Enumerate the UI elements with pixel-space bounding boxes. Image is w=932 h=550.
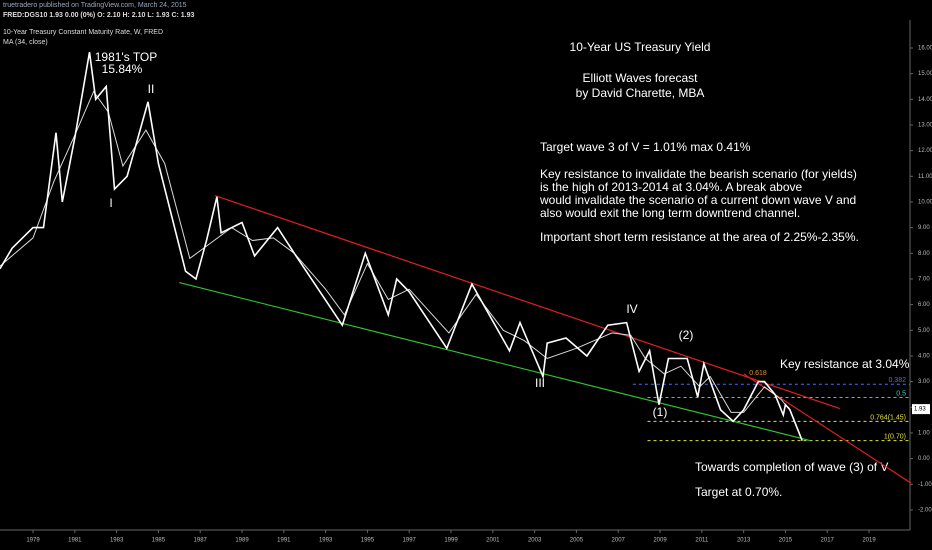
y-tick-label: 7.00 [918, 277, 930, 283]
x-tick-label: 2015 [779, 538, 793, 544]
x-tick-label: 1997 [403, 538, 417, 544]
heading: 10-Year US Treasury Yield [570, 40, 711, 54]
y-tick-label: 13.00 [918, 123, 932, 129]
x-tick-label: 2003 [528, 538, 542, 544]
fib-label: 0.618 [749, 370, 767, 377]
x-tick-label: 1999 [444, 538, 458, 544]
note: Key resistance to invalidate the bearish… [540, 167, 857, 181]
y-tick-label: -1.00 [918, 482, 932, 488]
last-price-box [912, 404, 930, 415]
y-tick-label: -2.00 [918, 508, 932, 514]
note: is the high of 2013-2014 at 3.04%. A bre… [540, 180, 803, 194]
y-tick-label: 14.00 [918, 97, 932, 103]
y-tick-label: 3.00 [918, 379, 930, 385]
note: Towards completion of wave (3) of V [695, 460, 888, 474]
x-tick-label: 2009 [653, 538, 667, 544]
wave-label: (2) [679, 328, 694, 342]
heading: by David Charette, MBA [576, 86, 705, 100]
note: Key resistance at 3.04% [780, 357, 910, 371]
y-tick-label: 8.00 [918, 251, 930, 257]
fib-label: 0.5 [896, 390, 906, 397]
annotation: 1981's TOP [95, 50, 158, 64]
quote: FRED:DGS10 1.93 0.00 (0%) O: 2.10 H: 2.1… [3, 12, 195, 19]
x-tick-label: 1989 [235, 538, 249, 544]
y-tick-label: 9.00 [918, 225, 930, 231]
y-tick-label: 1.00 [918, 431, 930, 437]
fib-label: 0.382 [888, 377, 906, 384]
y-tick-label: 15.00 [918, 71, 932, 77]
note: Target at 0.70%. [695, 485, 782, 499]
x-tick-label: 2019 [862, 538, 876, 544]
last-price-label: 1.93 [914, 407, 926, 413]
trendline [179, 282, 811, 442]
y-tick-label: 5.00 [918, 328, 930, 334]
wave-label: II [148, 82, 155, 96]
fib-label: 1(0.70) [884, 434, 906, 441]
y-tick-label: 16.00 [918, 46, 932, 52]
y-tick-label: 12.00 [918, 148, 932, 154]
fib-label: 0.764(1.45) [870, 414, 906, 421]
wave-label: I [109, 196, 112, 210]
forecast-line [788, 408, 803, 441]
x-tick-label: 1983 [110, 538, 124, 544]
x-tick-label: 1981 [68, 538, 82, 544]
annotation: 15.84% [102, 62, 143, 76]
x-tick-label: 2013 [737, 538, 751, 544]
legend-entry: MA (34, close) [3, 39, 48, 46]
x-tick-label: 1993 [319, 538, 333, 544]
x-tick-label: 2005 [570, 538, 584, 544]
x-tick-label: 2007 [612, 538, 626, 544]
note: would invalidate the scenario of a curre… [539, 193, 856, 207]
price-line [0, 51, 791, 423]
x-tick-label: 2001 [486, 538, 500, 544]
x-tick-label: 1991 [277, 538, 291, 544]
plot-area: 0.382 0.5 0.764(1.45) 1(0.70) [0, 51, 912, 484]
wave-label: III [535, 376, 545, 390]
y-tick-label: 11.00 [918, 174, 932, 180]
heading: Elliott Waves forecast [583, 71, 699, 85]
x-tick-label: 1979 [26, 538, 40, 544]
y-tick-label: 6.00 [918, 302, 930, 308]
chart-title: 10-Year Treasury Constant Maturity Rate,… [3, 29, 163, 36]
note: also would exit the long term downtrend … [540, 206, 800, 220]
wave-label: (1) [653, 405, 668, 419]
note: Important short term resistance at the a… [540, 230, 859, 244]
note: Target wave 3 of V = 1.01% max 0.41% [540, 140, 751, 154]
y-tick-label: 10.00 [918, 200, 932, 206]
publisher: truetradero published on TradingView.com… [3, 2, 187, 9]
ma-line [0, 90, 790, 413]
y-tick-label: 4.00 [918, 354, 930, 360]
x-tick-label: 1987 [194, 538, 208, 544]
x-tick-label: 1995 [361, 538, 375, 544]
wave-label: IV [626, 302, 637, 316]
x-tick-label: 2017 [821, 538, 835, 544]
y-tick-label: 0.00 [918, 456, 930, 462]
trendline [214, 195, 840, 410]
x-tick-label: 1985 [152, 538, 166, 544]
x-tick-label: 2011 [695, 538, 709, 544]
